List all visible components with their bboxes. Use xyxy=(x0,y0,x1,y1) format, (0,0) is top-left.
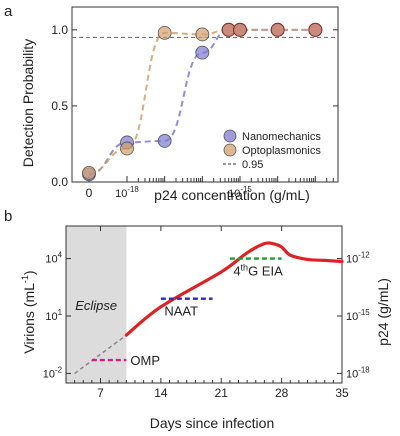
eclipse-label: Eclipse xyxy=(75,298,117,313)
optoplasmonics-point xyxy=(195,27,210,42)
nanomechanics-point xyxy=(157,134,172,148)
panel-a-y-tick-label: 1.0 xyxy=(51,23,68,37)
naat-label: NAAT xyxy=(164,304,198,319)
overlap-point xyxy=(233,22,247,37)
panel-b-right-y-tick-label: 10-12 xyxy=(346,251,370,266)
panel-a-y-tick-label: 0.0 xyxy=(51,175,68,189)
legend-label: Optoplasmonics xyxy=(242,145,321,157)
panel-a-x-tick-label: 10-18 xyxy=(115,185,139,200)
viral-load-curve xyxy=(124,241,344,337)
legend-threshold-label: 0.95 xyxy=(242,159,263,171)
panel-a-y-axis-label: Detection Probability xyxy=(20,39,36,167)
nanomechanics-point xyxy=(195,45,210,60)
legend-marker xyxy=(223,143,237,157)
panel-b-chart: Eclipse 7 14 21 28 35 10-2 101 104 10-18 10-15 10-1… xyxy=(43,225,370,400)
panel-a-y-tick-label: 0.5 xyxy=(51,99,68,113)
viral-load-eclipse-dashed xyxy=(74,334,127,375)
panel-b-x-tick-label: 28 xyxy=(275,386,289,400)
optoplasmonics-point xyxy=(82,165,96,180)
legend-label: Nanomechanics xyxy=(242,131,321,143)
panel-b-left-y-tick-label: 10-2 xyxy=(43,365,62,380)
panel-a-x-axis-label: p24 concentration (g/mL) xyxy=(154,187,310,203)
panel-a-plot-frame xyxy=(71,6,339,183)
legend-marker xyxy=(223,129,237,143)
eclipse-region xyxy=(66,226,127,383)
panel-b-y-axis-label-right: p24 (g/mL) xyxy=(375,278,391,346)
panel-b-label: b xyxy=(4,208,12,225)
panel-b-x-tick-label: 21 xyxy=(215,386,229,400)
panel-b-x-tick-label: 35 xyxy=(335,386,349,400)
panel-b-left-y-tick-label: 104 xyxy=(45,251,62,266)
omp-label: OMP xyxy=(130,353,160,368)
panel-b-x-tick-label: 7 xyxy=(97,386,104,400)
overlap-point xyxy=(308,22,323,37)
panel-b-x-axis-label: Days since infection xyxy=(150,415,275,431)
panel-a-label: a xyxy=(4,3,13,20)
eia-label: 4thG EIA xyxy=(233,263,283,279)
panel-a-x-tick-label: 10-15 xyxy=(228,185,252,200)
optoplasmonics-point xyxy=(157,25,172,40)
panel-b-y-axis-label-left: Virions (mL-1) xyxy=(20,270,37,353)
overlap-point xyxy=(270,22,285,37)
panel-a-chart: 0.0 0.5 1.0 0 10-18 10-15 Nanomechanics Optopla… xyxy=(51,6,339,200)
panel-a-x-tick-label: 0 xyxy=(86,186,93,200)
panel-b-right-y-tick-label: 10-15 xyxy=(346,308,370,323)
panel-b-left-y-tick-label: 101 xyxy=(45,308,62,323)
panel-b-x-tick-label: 14 xyxy=(154,386,168,400)
panel-b-right-y-tick-label: 10-18 xyxy=(346,365,370,380)
optoplasmonics-point xyxy=(120,141,134,156)
